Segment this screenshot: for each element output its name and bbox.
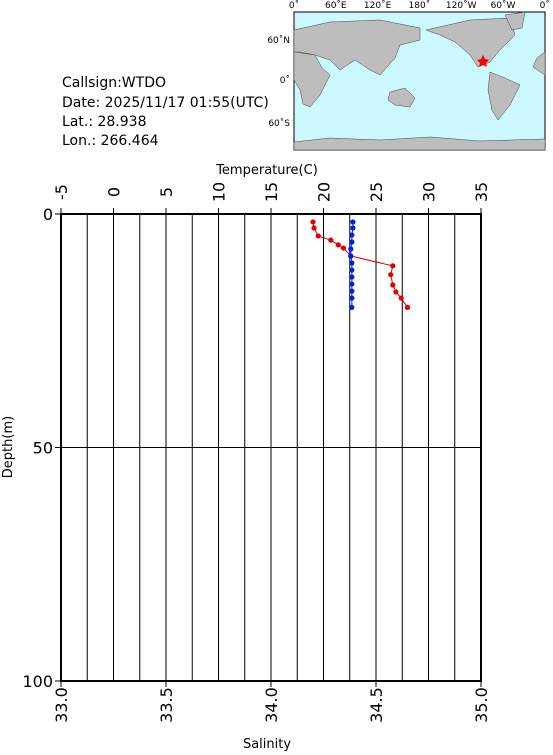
map-lat-label: 60˚N: [267, 35, 290, 46]
y-axis-title: Depth(m): [1, 416, 16, 478]
profile-point: [348, 253, 354, 259]
y-tick-label: 50: [33, 439, 53, 458]
station-marker: [477, 55, 489, 67]
profile-point: [340, 245, 347, 251]
x-axis-title: Temperature(C): [215, 163, 318, 178]
longitude: Lon.: 266.464: [62, 133, 159, 149]
callsign: Callsign:WTDO: [62, 75, 166, 91]
profile-point: [349, 295, 355, 301]
x-tick-label: 25: [367, 182, 386, 202]
x2-tick-label: 34.5: [367, 687, 386, 723]
y-tick-label: 100: [22, 672, 53, 691]
profile-point: [350, 225, 356, 231]
location-map: 0˚ 60˚E 120˚E 180˚ 120˚W 60˚W 0˚ 60˚N 0˚ 60˚S: [267, 0, 550, 151]
profile-point: [349, 232, 355, 238]
x-tick-label: 15: [262, 182, 281, 202]
x-tick-label: 0: [105, 187, 124, 197]
profile-point: [398, 295, 404, 301]
map-lat-label: 60˚S: [268, 118, 290, 129]
date: Date: 2025/11/17 01:55(UTC): [62, 95, 269, 111]
profile-point: [349, 304, 355, 310]
profile-point: [350, 219, 356, 225]
profile-point: [349, 274, 355, 280]
profile-point: [315, 233, 321, 239]
x-tick-label: -5: [52, 184, 71, 200]
map-lon-label: 60˚W: [491, 0, 516, 11]
x-tick-label: 20: [315, 182, 334, 202]
map-lat-label: 0˚: [280, 75, 290, 86]
profile-point: [349, 260, 355, 266]
map-lon-label: 120˚E: [364, 0, 392, 11]
x-tick-label: 5: [157, 187, 176, 197]
profile-point: [335, 242, 341, 248]
map-lon-label: 120˚W: [446, 0, 477, 11]
profile-point: [404, 304, 411, 310]
x2-tick-label: 33.5: [157, 687, 176, 723]
profile-point: [310, 219, 316, 225]
profile-point: [388, 272, 394, 278]
profile-point: [328, 237, 334, 243]
latitude: Lat.: 28.938: [62, 114, 146, 130]
profile-point: [393, 289, 399, 295]
x2-tick-label: 35.0: [472, 687, 491, 723]
map-land: [293, 11, 546, 151]
profile-point: [348, 246, 354, 252]
profile-point: [349, 281, 355, 287]
profile-point: [390, 263, 396, 269]
x-tick-label: 30: [420, 182, 439, 202]
profile-point: [349, 288, 355, 294]
x2-tick-label: 33.0: [52, 687, 71, 723]
x2-axis-title: Salinity: [243, 737, 291, 751]
map-lon-label: 0˚: [540, 0, 550, 11]
x-tick-label: 10: [210, 182, 229, 202]
profile-point: [349, 267, 355, 273]
map-lon-label: 180˚: [409, 0, 431, 11]
x2-tick-label: 34.0: [262, 687, 281, 723]
profile-point: [390, 282, 396, 288]
map-lon-label: 0˚: [289, 0, 299, 11]
map-lon-label: 60˚E: [325, 0, 347, 11]
profile-point: [349, 239, 355, 245]
x-tick-label: 35: [472, 182, 491, 202]
y-tick-label: 0: [43, 205, 53, 224]
profile-point: [311, 225, 317, 231]
